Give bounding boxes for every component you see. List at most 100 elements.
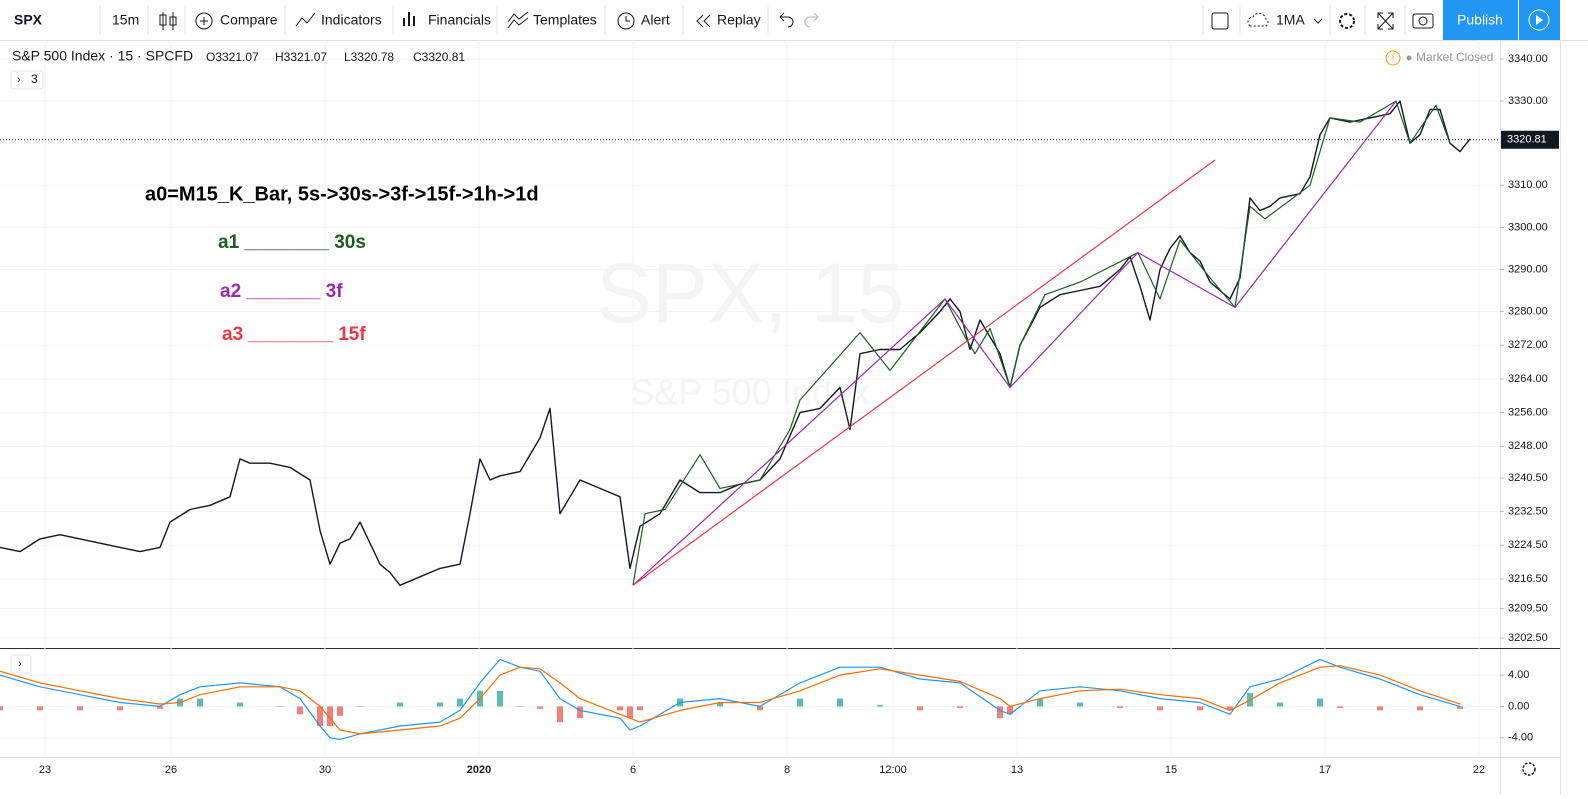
x-tick-label: 8 [784, 764, 790, 776]
macd-histogram-bar [1117, 706, 1123, 709]
macd-histogram-bar [277, 706, 283, 707]
legend-low: L3320.78 [344, 50, 394, 64]
legend-toggle-arrow: › [17, 74, 21, 86]
y-tick-label: 3224.50 [1508, 539, 1548, 551]
y-tick-label: 3240.50 [1508, 472, 1548, 484]
macd-histogram-bar [1077, 702, 1083, 707]
macd-histogram-bar [237, 702, 243, 707]
macd-histogram-bar [497, 690, 503, 707]
financials-label: Financials [428, 12, 491, 28]
y-tick-label: 3232.50 [1508, 505, 1548, 517]
macd-histogram-bar [917, 706, 923, 711]
y-tick-label: 3216.50 [1508, 573, 1548, 585]
macd-histogram-bar [77, 706, 83, 711]
macd-histogram-bar [37, 706, 43, 711]
macd-legend-toggle[interactable] [10, 654, 32, 674]
x-tick-label: 22 [1473, 764, 1485, 776]
stream-icon [1528, 9, 1550, 31]
grid [0, 40, 1500, 757]
alert-button[interactable]: Alert [617, 12, 670, 30]
macd-histogram-bar [627, 706, 633, 719]
annotation: a2 _______ 3f [220, 281, 343, 302]
market-status: Market Closed [1416, 50, 1493, 64]
macd-histogram-bar [557, 706, 563, 723]
legend-high: H3321.07 [275, 50, 327, 64]
snapshot-button[interactable] [1412, 13, 1434, 29]
macd-histogram-bar [297, 706, 303, 715]
y-tick-label: 3280.00 [1508, 305, 1548, 317]
macd-histogram-bar [877, 704, 883, 707]
watermark-name: S&P 500 Index [630, 372, 870, 413]
y-tick-label: 3264.00 [1508, 373, 1548, 385]
macd-histogram-bar [1277, 702, 1283, 707]
last-price-label: 3320.81 [1507, 134, 1547, 146]
macd-histogram-bar [327, 706, 333, 727]
x-tick-label: 13 [1011, 764, 1023, 776]
macd-histogram-bar [117, 706, 123, 711]
macd-histogram-bar [1377, 706, 1383, 711]
macd-histogram-bar [1007, 706, 1013, 715]
y-tick-label: 3256.00 [1508, 407, 1548, 419]
replay-label: Replay [717, 12, 761, 28]
macd-histogram-bar [1417, 706, 1423, 711]
macd-histogram-bar [537, 706, 543, 709]
macd-histogram-bar [437, 702, 443, 707]
fullscreen-button[interactable] [1377, 12, 1394, 30]
x-tick-label: 30 [319, 764, 331, 776]
ma-label: 1MA [1276, 12, 1305, 28]
y-tick-label: 3310.00 [1508, 179, 1548, 191]
templates-button[interactable]: Templates [507, 11, 597, 29]
y-tick-label: 3248.00 [1508, 440, 1548, 452]
annotation: a0=M15_K_Bar, 5s->30s->3f->15f->1h->1d [145, 183, 539, 205]
y-tick-label: -4.00 [1508, 732, 1533, 744]
interval-button[interactable]: 15m [112, 12, 139, 28]
macd-histogram-bar [1337, 706, 1343, 709]
settings-button[interactable] [1339, 13, 1355, 29]
compare-button[interactable]: Compare [195, 12, 278, 30]
x-tick-label: 26 [165, 764, 177, 776]
x-tick-label: 23 [39, 764, 51, 776]
y-tick-label: 3290.00 [1508, 263, 1548, 275]
replay-button[interactable]: Replay [696, 12, 761, 28]
macd-histogram-bar [1157, 706, 1163, 711]
macd-histogram-bar [757, 706, 763, 711]
macd-histogram-bar [1227, 706, 1233, 711]
macd-histogram-bar [617, 706, 623, 711]
redo-button[interactable] [804, 12, 819, 28]
alert-label: Alert [641, 12, 670, 28]
y-tick-label: 3330.00 [1508, 95, 1548, 107]
x-tick-label: 17 [1319, 764, 1331, 776]
y-tick-label: 3272.00 [1508, 339, 1548, 351]
y-tick-label: 3209.50 [1508, 602, 1548, 614]
macd-histogram-bar [1457, 706, 1463, 709]
series-a2 [632, 100, 1397, 586]
save-button[interactable]: 1MA [1247, 12, 1323, 28]
last-price-box [1501, 130, 1559, 149]
macd-histogram-bar [317, 706, 323, 727]
layout-button[interactable] [1211, 12, 1229, 30]
annotation: a1 ________ 30s [218, 232, 366, 253]
symbol-search[interactable]: SPX [14, 12, 43, 28]
macd-histogram-bar [357, 706, 363, 707]
legend-toggle[interactable] [10, 70, 44, 90]
macd-histogram-bar [1197, 706, 1203, 711]
axis-settings-button[interactable] [1522, 762, 1536, 776]
publish-button[interactable] [1443, 0, 1518, 40]
macd-histogram-bar [797, 698, 803, 707]
x-tick-label: 6 [630, 764, 636, 776]
financials-button[interactable]: Financials [403, 12, 491, 28]
macd-histogram-bar [517, 706, 523, 707]
undo-button[interactable] [779, 12, 794, 28]
chart-style-button[interactable] [159, 12, 177, 30]
annotation: a3 ________ 15f [222, 324, 366, 345]
templates-label: Templates [533, 12, 597, 28]
y-tick-label: 3300.00 [1508, 221, 1548, 233]
macd-histogram-bar [157, 706, 163, 709]
macd-histogram-bar [337, 706, 343, 716]
series-a3 [632, 159, 1216, 586]
macd-histogram-bar [197, 698, 203, 707]
macd-legend-arrow: › [18, 658, 22, 670]
indicators-button[interactable]: Indicators [295, 12, 382, 28]
signal-line [0, 665, 1461, 735]
